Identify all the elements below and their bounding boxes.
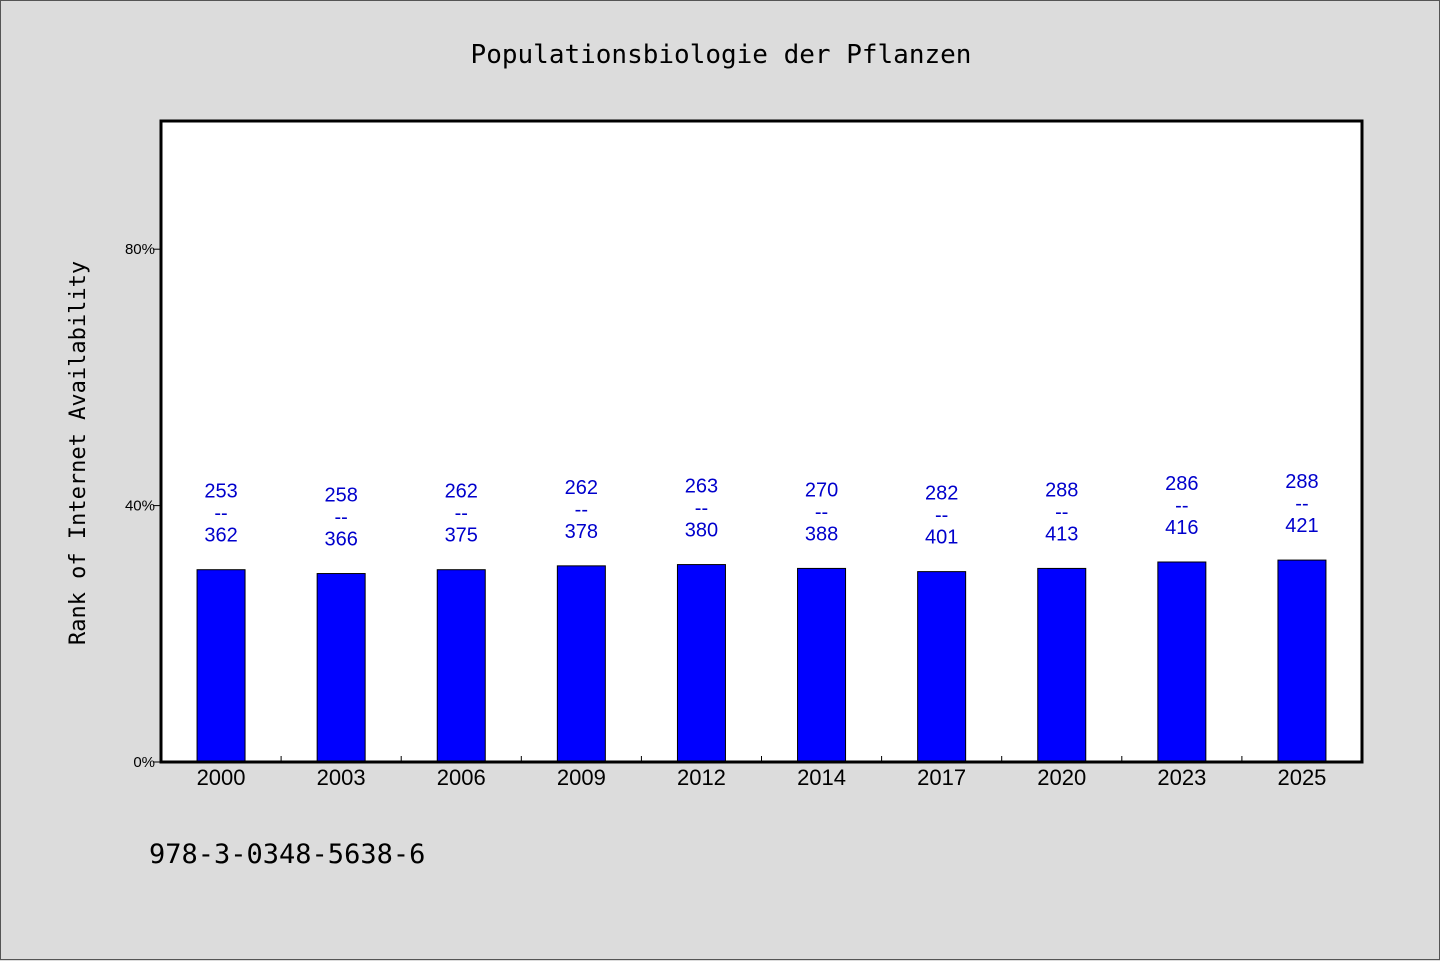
data-label-top-2020: 288	[1045, 479, 1078, 501]
data-label-top-2025: 288	[1285, 471, 1318, 493]
y-axis-label: Rank of Internet Availability	[66, 261, 91, 645]
data-label-bottom-2006: 375	[445, 525, 478, 547]
x-tick-label-2014: 2014	[797, 765, 846, 790]
y-tick-label-80: 80%	[125, 241, 155, 258]
chart-title: Populationsbiologie der Pflanzen	[471, 40, 972, 70]
bar-2006	[436, 569, 486, 763]
bar-2003	[316, 573, 366, 763]
x-tick-label-2009: 2009	[557, 765, 606, 790]
data-label-top-2006: 262	[445, 481, 478, 503]
x-tick-label-2003: 2003	[317, 765, 366, 790]
x-tick-label-2023: 2023	[1157, 765, 1206, 790]
plot-border	[159, 119, 1364, 764]
data-label-separator-2006: --	[455, 503, 468, 525]
y-tick-label-40: 40%	[125, 498, 155, 515]
data-label-bottom-2023: 416	[1165, 517, 1198, 539]
data-label-separator-2023: --	[1175, 495, 1188, 517]
data-label-top-2014: 270	[805, 479, 838, 501]
data-label-separator-2012: --	[695, 498, 708, 520]
data-label-separator-2020: --	[1055, 501, 1068, 523]
data-label-top-2009: 262	[565, 477, 598, 499]
data-label-bottom-2025: 421	[1285, 515, 1318, 537]
bar-2023	[1157, 561, 1207, 763]
data-label-bottom-2017: 401	[925, 527, 958, 549]
data-label-top-2023: 286	[1165, 473, 1198, 495]
bar-2025	[1277, 559, 1327, 763]
data-label-bottom-2014: 388	[805, 523, 838, 545]
bar-2014	[797, 567, 847, 763]
data-label-bottom-2003: 366	[324, 529, 357, 551]
data-label-top-2003: 258	[324, 485, 357, 507]
bars-group	[196, 559, 1327, 763]
x-tick-label-2000: 2000	[197, 765, 246, 790]
data-label-top-2017: 282	[925, 483, 958, 505]
y-ticks-group: 0% 40% 80%	[125, 241, 161, 771]
isbn-label: 978-3-0348-5638-6	[149, 839, 425, 870]
data-label-bottom-2012: 380	[685, 520, 718, 542]
bar-2000	[196, 569, 246, 763]
data-label-top-2012: 263	[685, 476, 718, 498]
data-label-separator-2025: --	[1295, 493, 1308, 515]
data-label-separator-2003: --	[334, 507, 347, 529]
bar-2020	[1037, 567, 1087, 763]
data-labels-group: 362--253366--258375--262378--262380--263…	[204, 471, 1318, 550]
x-ticks-group: 2000 2003 2006 2009 2012 2014 2017 2020 2023 2025	[197, 756, 1326, 790]
data-label-separator-2017: --	[935, 505, 948, 527]
y-tick-label-0: 0%	[133, 754, 155, 771]
data-label-bottom-2009: 378	[565, 521, 598, 543]
data-label-separator-2009: --	[575, 499, 588, 521]
x-tick-label-2012: 2012	[677, 765, 726, 790]
x-tick-label-2025: 2025	[1277, 765, 1326, 790]
data-label-bottom-2000: 362	[204, 525, 237, 547]
x-tick-label-2020: 2020	[1037, 765, 1086, 790]
data-label-bottom-2020: 413	[1045, 523, 1078, 545]
data-label-separator-2014: --	[815, 501, 828, 523]
bar-2012	[676, 564, 726, 763]
data-label-top-2000: 253	[204, 481, 237, 503]
bar-2009	[556, 565, 606, 763]
x-tick-label-2006: 2006	[437, 765, 486, 790]
bar-2017	[917, 571, 967, 763]
x-tick-label-2017: 2017	[917, 765, 966, 790]
data-label-separator-2000: --	[214, 503, 227, 525]
